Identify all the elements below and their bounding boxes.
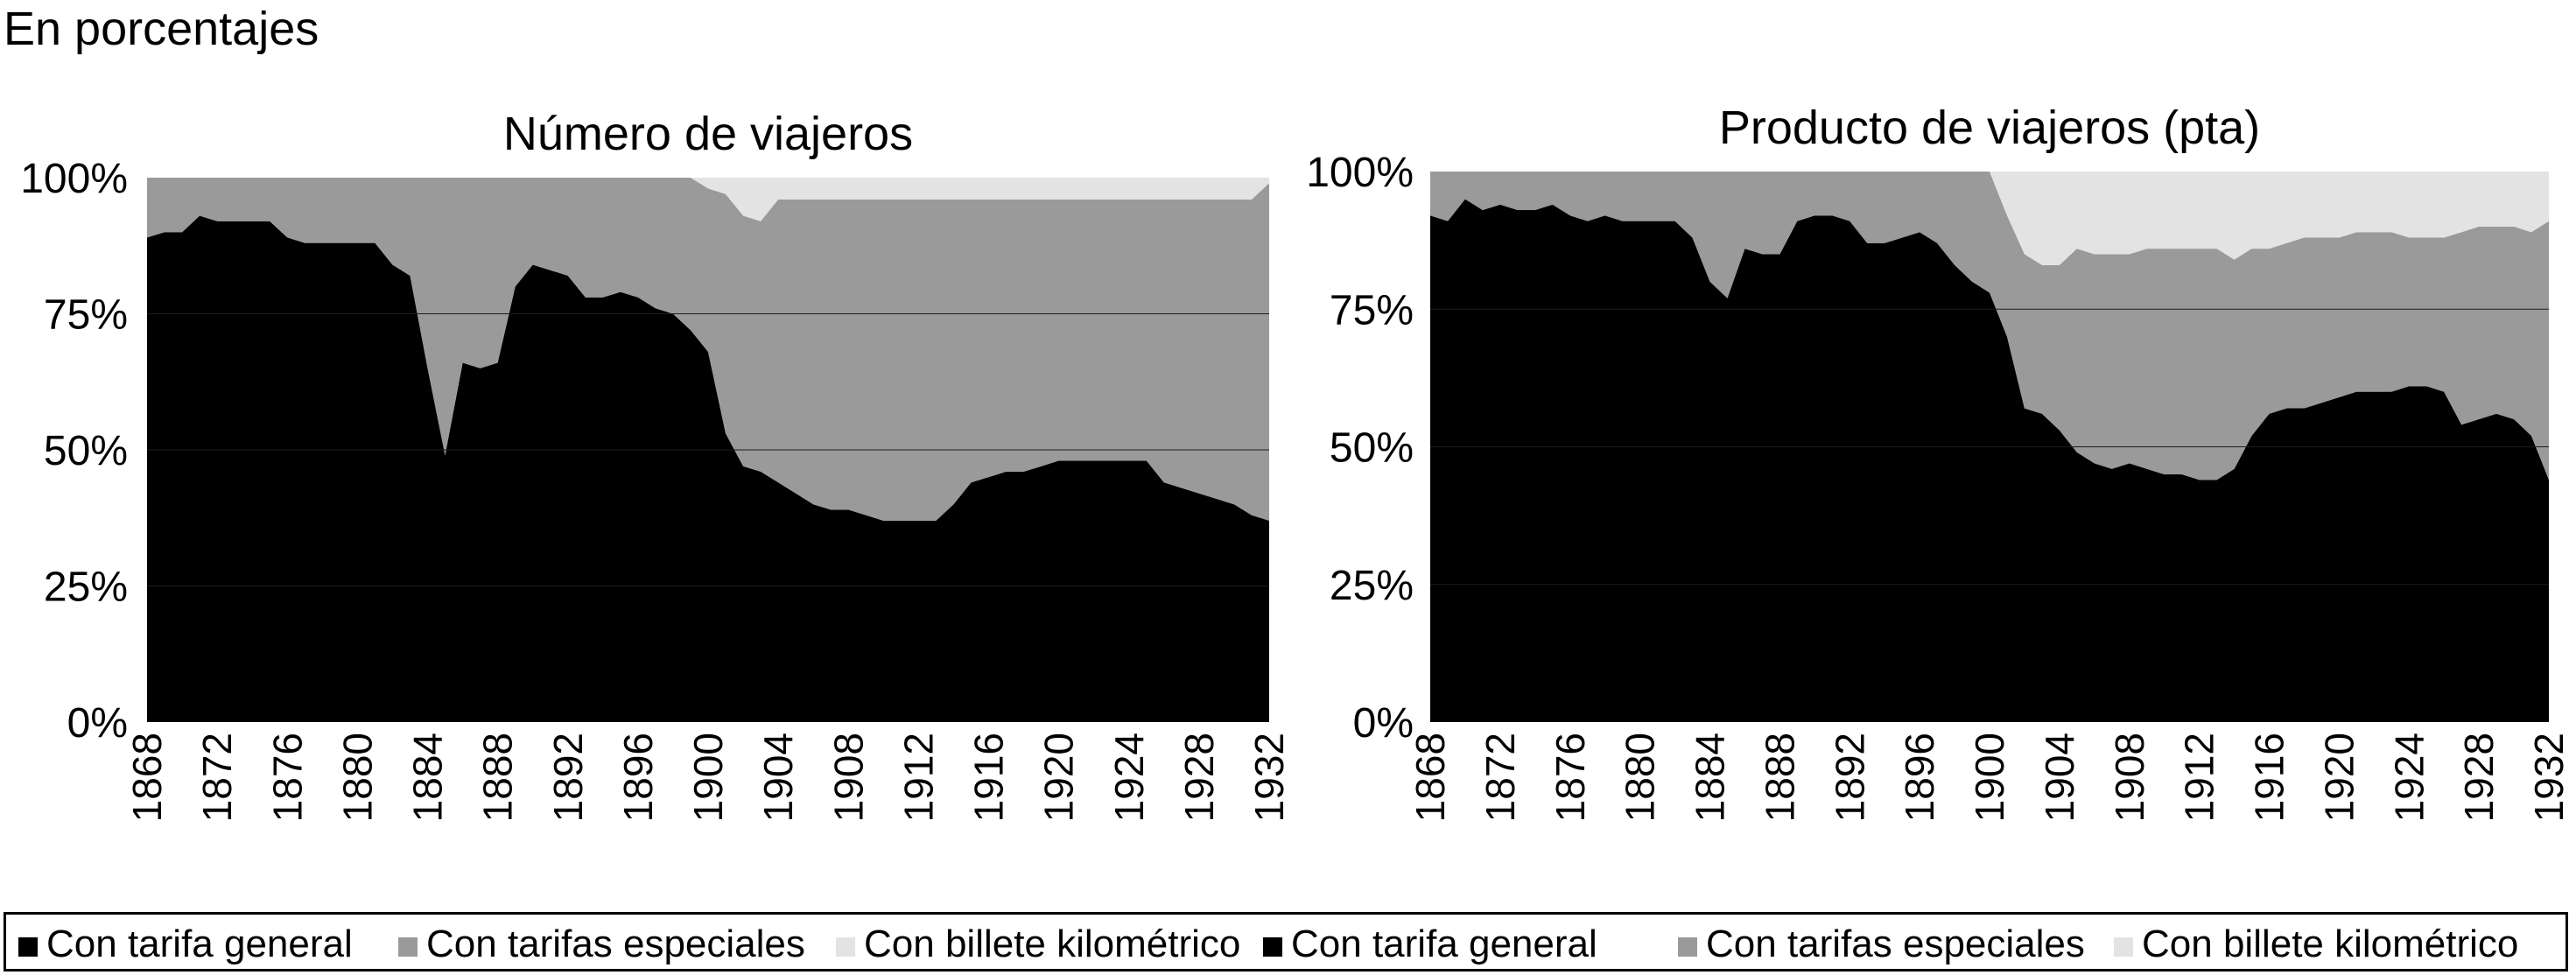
- y-tick-label: 25%: [1330, 563, 1414, 609]
- area-series-especiales: [147, 178, 1269, 521]
- x-tick-label: 1872: [1478, 733, 1523, 822]
- legend: Con tarifa general Con tarifas especiale…: [4, 912, 2568, 971]
- legend-swatch-especiales: [1678, 937, 1697, 957]
- page-title: En porcentajes: [4, 3, 319, 55]
- area-series-kilometrico: [147, 178, 1269, 221]
- legend-label: Con tarifa general: [46, 922, 353, 965]
- x-tick-label: 1920: [2316, 733, 2362, 822]
- y-tick-label: 25%: [44, 565, 128, 611]
- y-tick-label: 50%: [44, 428, 128, 474]
- x-tick-label: 1912: [895, 733, 941, 822]
- legend-swatch-general: [1263, 937, 1282, 957]
- area-series-especiales: [1430, 172, 2549, 480]
- x-tick-label: 1916: [2247, 733, 2292, 822]
- chart-title: Producto de viajeros (pta): [1719, 102, 2260, 154]
- y-tick-label: 75%: [44, 292, 128, 339]
- x-tick-label: 1888: [475, 733, 521, 822]
- legend-swatch-kilometrico: [2114, 937, 2133, 957]
- x-tick-label: 1932: [1246, 733, 1292, 822]
- legend-swatch-kilometrico: [836, 937, 855, 957]
- x-tick-label: 1924: [2386, 733, 2432, 822]
- x-tick-label: 1932: [2526, 733, 2572, 822]
- x-tick-label: 1884: [405, 733, 451, 822]
- x-tick-label: 1868: [1407, 733, 1453, 822]
- x-tick-label: 1904: [755, 733, 801, 822]
- legend-item-general-2: Con tarifa general: [1263, 925, 1597, 964]
- x-tick-label: 1892: [545, 733, 591, 822]
- x-tick-label: 1892: [1827, 733, 1872, 822]
- legend-label: Con tarifas especiales: [426, 922, 805, 965]
- x-tick-label: 1868: [124, 733, 170, 822]
- x-tick-label: 1916: [966, 733, 1012, 822]
- legend-item-especiales-1: Con tarifas especiales: [398, 925, 805, 964]
- legend-swatch-general: [18, 937, 38, 957]
- x-tick-label: 1880: [334, 733, 380, 822]
- legend-item-kilometrico-1: Con billete kilométrico: [836, 925, 1240, 964]
- x-tick-label: 1888: [1757, 733, 1802, 822]
- chart-producto-viajeros: Producto de viajeros (pta) 0% 25% 50% 75% 100…: [1306, 102, 2572, 822]
- x-tick-label: 1896: [615, 733, 661, 822]
- x-tick-label: 1876: [264, 733, 310, 822]
- x-tick-label: 1884: [1688, 733, 1733, 822]
- x-tick-label: 1908: [2107, 733, 2152, 822]
- legend-label: Con billete kilométrico: [2142, 922, 2519, 965]
- legend-swatch-especiales: [398, 937, 418, 957]
- x-tick-label: 1908: [825, 733, 871, 822]
- x-tick-label: 1912: [2177, 733, 2222, 822]
- x-tick-label: 1928: [2456, 733, 2502, 822]
- y-tick-label: 75%: [1330, 287, 1414, 333]
- legend-item-especiales-2: Con tarifas especiales: [1678, 925, 2085, 964]
- area-series-kilometrico: [1430, 172, 2549, 265]
- legend-item-kilometrico-2: Con billete kilométrico: [2114, 925, 2518, 964]
- legend-label: Con tarifas especiales: [1706, 922, 2085, 965]
- y-tick-label: 100%: [20, 156, 128, 202]
- legend-item-general-1: Con tarifa general: [18, 925, 353, 964]
- x-tick-label: 1880: [1618, 733, 1663, 822]
- x-tick-label: 1876: [1548, 733, 1593, 822]
- chart-numero-viajeros: Número de viajeros 0% 25% 50% 75% 100% 1868 187…: [20, 108, 1292, 822]
- x-tick-label: 1904: [2037, 733, 2082, 822]
- x-tick-label: 1900: [1967, 733, 2012, 822]
- legend-label: Con tarifa general: [1291, 922, 1597, 965]
- area-series-general: [147, 215, 1269, 722]
- x-tick-label: 1872: [194, 733, 240, 822]
- legend-label: Con billete kilométrico: [864, 922, 1241, 965]
- area-series-general: [1430, 199, 2549, 722]
- x-tick-label: 1920: [1036, 733, 1082, 822]
- charts-canvas: Número de viajeros 0% 25% 50% 75% 100% 1868 187…: [20, 102, 2572, 822]
- y-tick-label: 0%: [1353, 700, 1414, 747]
- x-tick-label: 1900: [685, 733, 731, 822]
- y-tick-label: 100%: [1306, 150, 1414, 196]
- x-tick-label: 1928: [1176, 733, 1222, 822]
- x-tick-label: 1896: [1897, 733, 1942, 822]
- y-tick-label: 0%: [67, 700, 128, 747]
- chart-title: Número de viajeros: [503, 108, 913, 160]
- y-tick-label: 50%: [1330, 425, 1414, 472]
- x-tick-label: 1924: [1106, 733, 1152, 822]
